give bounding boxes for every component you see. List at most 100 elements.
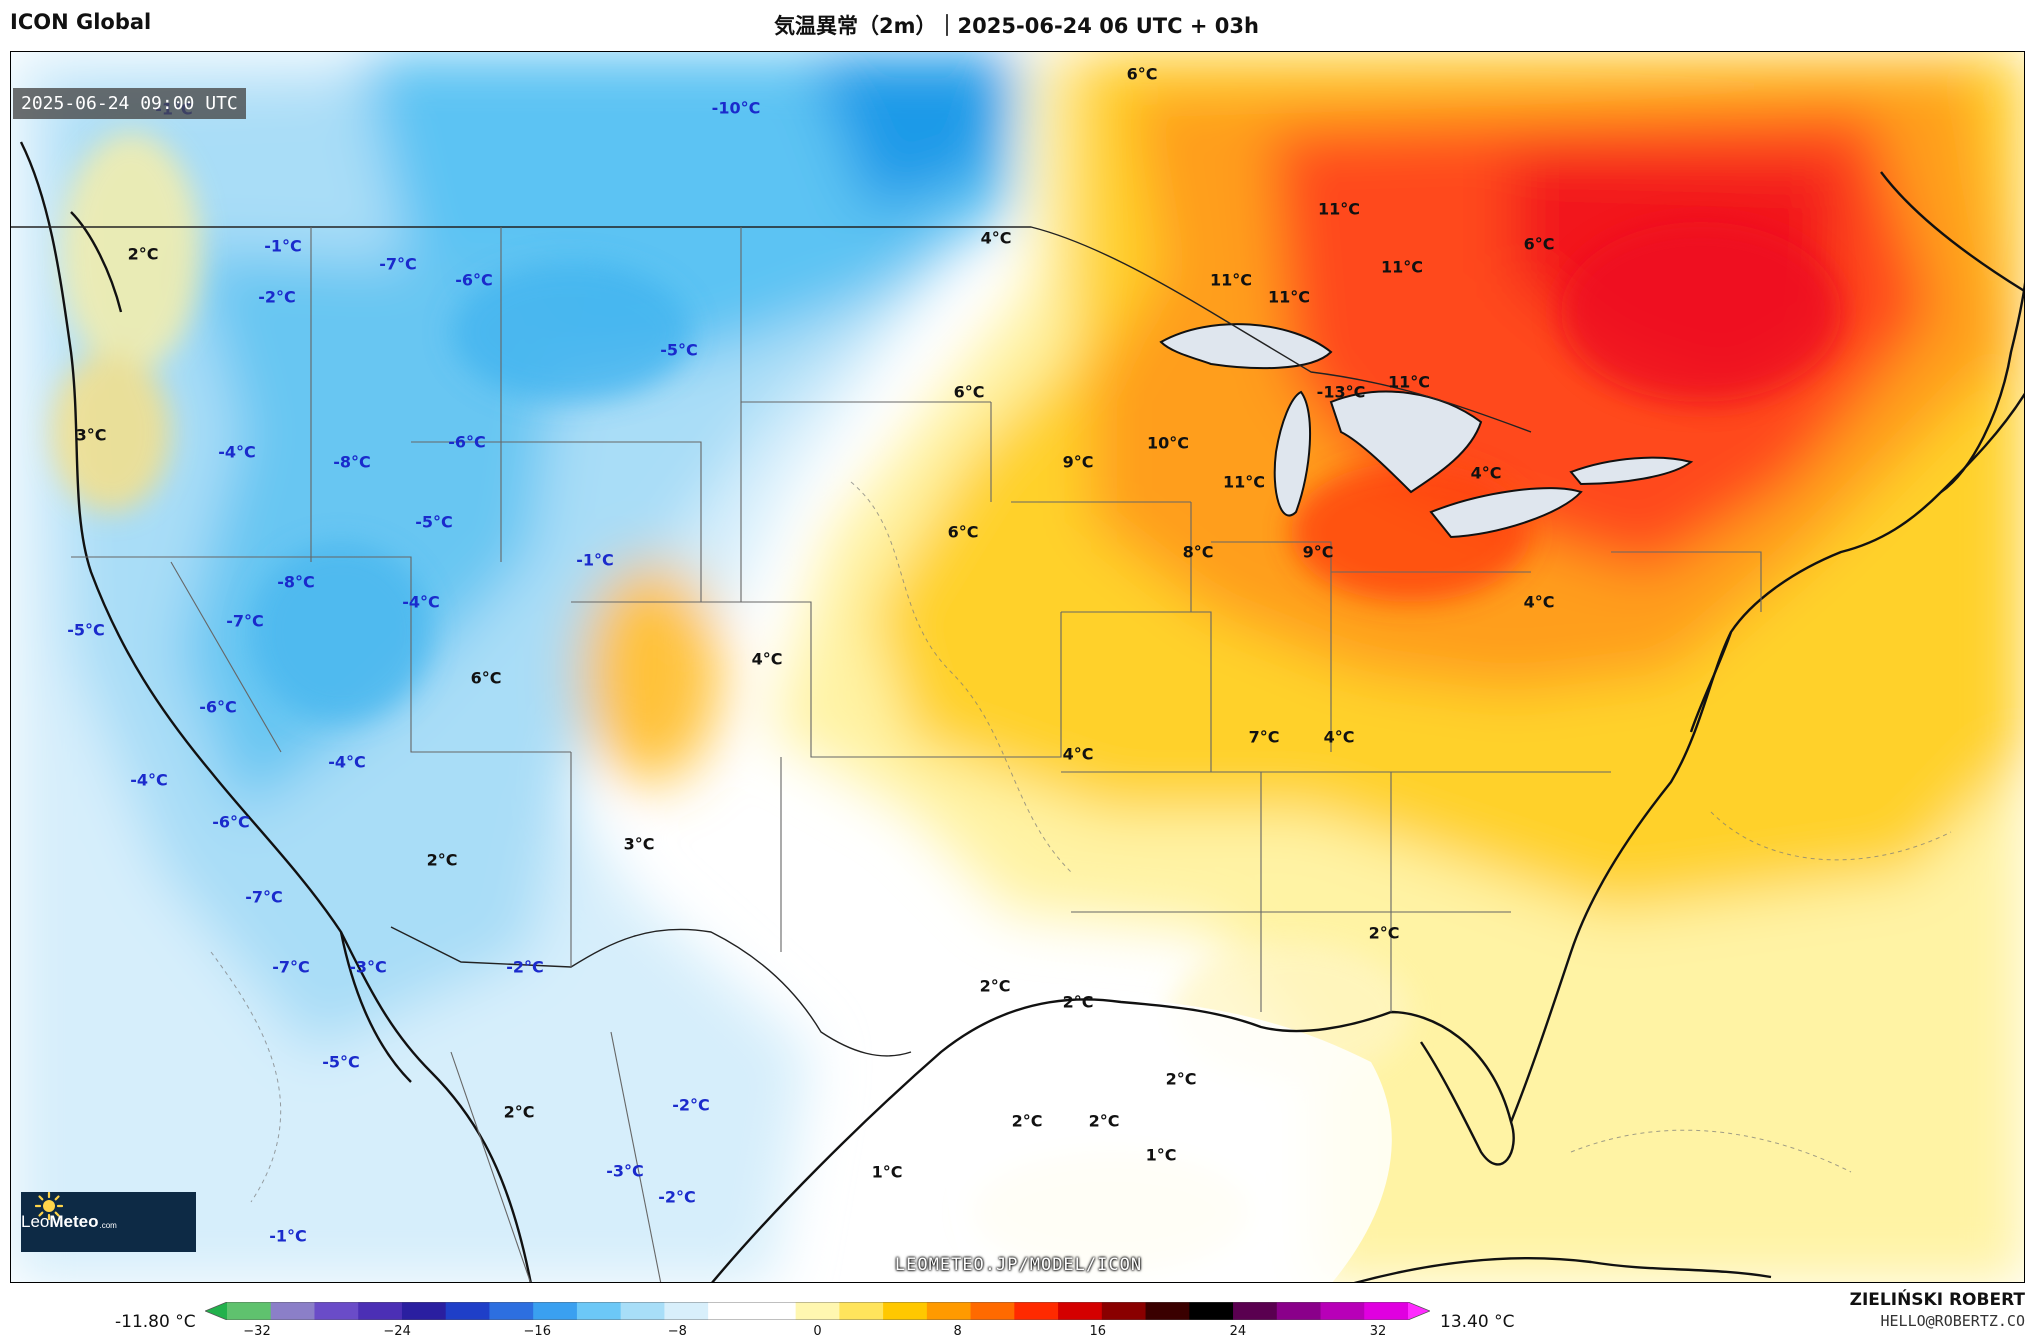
legend-tick-label: −32 — [243, 1324, 271, 1339]
legend-swatch — [926, 1302, 972, 1320]
anomaly-label: 11°C — [1209, 270, 1253, 290]
author-credit: ZIELIŃSKI ROBERT HELLO@ROBERTZ.CO — [1850, 1290, 2025, 1330]
anomaly-label: -3°C — [606, 1161, 644, 1181]
anomaly-label: -5°C — [67, 620, 105, 640]
legend-swatch — [1145, 1302, 1190, 1320]
anomaly-label: 9°C — [1062, 452, 1094, 472]
source-watermark: LEOMETEO.JP/MODEL/ICON — [894, 1255, 1143, 1275]
valid-time-badge: 2025-06-24 09:00 UTC — [13, 88, 246, 119]
legend-swatch — [1014, 1302, 1059, 1320]
legend-swatch — [1233, 1302, 1278, 1320]
anomaly-label: -13°C — [1316, 382, 1366, 402]
anomaly-label: 6°C — [953, 382, 985, 402]
author-name: ZIELIŃSKI ROBERT — [1849, 1290, 2025, 1310]
legend-swatch — [1320, 1302, 1365, 1320]
legend-swatch — [227, 1302, 272, 1320]
anomaly-label: -5°C — [415, 512, 453, 532]
anomaly-label: -5°C — [660, 340, 698, 360]
anomaly-label: 4°C — [980, 228, 1012, 248]
anomaly-label: 6°C — [470, 668, 502, 688]
legend-swatch — [751, 1302, 797, 1320]
legend-tick-label: 16 — [1089, 1324, 1107, 1339]
legend-min-value: -11.80 °C — [115, 1312, 196, 1332]
anomaly-label: -7°C — [379, 254, 417, 274]
anomaly-label: -2°C — [658, 1187, 696, 1207]
legend-tick-label: 24 — [1229, 1324, 1247, 1339]
anomaly-label: -1°C — [269, 1226, 307, 1246]
color-scale-bar — [205, 1302, 1430, 1320]
anomaly-label: -10°C — [711, 98, 761, 118]
legend-swatch — [708, 1302, 753, 1320]
anomaly-label: 6°C — [947, 522, 979, 542]
anomaly-label: -6°C — [448, 432, 486, 452]
legend-swatch — [795, 1302, 840, 1320]
legend-swatch — [358, 1302, 403, 1320]
legend-min-arrow — [205, 1302, 227, 1320]
anomaly-label: -2°C — [506, 957, 544, 977]
anomaly-label: 2°C — [1088, 1111, 1120, 1131]
legend-swatch — [314, 1302, 359, 1320]
legend-swatch — [270, 1302, 316, 1320]
legend-tick-label: −16 — [523, 1324, 551, 1339]
anomaly-label: -3°C — [349, 957, 387, 977]
legend-max-arrow — [1408, 1302, 1430, 1320]
anomaly-label: -2°C — [258, 287, 296, 307]
anomaly-label: -7°C — [245, 887, 283, 907]
state-lines — [71, 227, 1762, 1282]
anomaly-label: 4°C — [1062, 744, 1094, 764]
anomaly-field-detail — [51, 132, 1841, 1272]
anomaly-label: 3°C — [623, 834, 655, 854]
anomaly-label: -4°C — [328, 752, 366, 772]
anomaly-label: 2°C — [1062, 992, 1094, 1012]
anomaly-label: -1°C — [264, 236, 302, 256]
map-canvas — [11, 52, 2024, 1282]
anomaly-label: 7°C — [1248, 727, 1280, 747]
legend-swatch — [489, 1302, 534, 1320]
legend-tick-label: 0 — [813, 1324, 822, 1339]
anomaly-label: 11°C — [1222, 472, 1266, 492]
anomaly-label: 4°C — [751, 649, 783, 669]
legend-swatch — [401, 1302, 447, 1320]
logo-text-meteo: Meteo — [49, 1212, 99, 1231]
anomaly-label: 6°C — [1126, 64, 1158, 84]
legend-swatch — [1101, 1302, 1147, 1320]
legend-tick-label: −24 — [383, 1324, 411, 1339]
legend-swatch — [1189, 1302, 1234, 1320]
legend-swatch — [839, 1302, 884, 1320]
anomaly-label: -8°C — [333, 452, 371, 472]
anomaly-label: 11°C — [1317, 199, 1361, 219]
legend-swatch — [1364, 1302, 1409, 1320]
legend-swatch — [576, 1302, 622, 1320]
anomaly-label: 2°C — [503, 1102, 535, 1122]
chart-title: 気温異常（2m）｜2025-06-24 06 UTC + 03h — [774, 14, 1259, 38]
anomaly-label: 11°C — [1387, 372, 1431, 392]
leometeo-logo[interactable]: Leo Meteo .com — [21, 1192, 196, 1252]
anomaly-map[interactable]: -1°C -10°C 6°C 2°C -1°C -7°C -6°C -2°C 4°C 11°C 11… — [10, 51, 2025, 1283]
anomaly-label: 9°C — [1302, 542, 1334, 562]
anomaly-label: -6°C — [455, 270, 493, 290]
coastlines — [19, 141, 2024, 1282]
anomaly-label: -8°C — [277, 572, 315, 592]
anomaly-label: 1°C — [871, 1162, 903, 1182]
anomaly-label: 2°C — [1368, 923, 1400, 943]
legend-tick-label: 8 — [953, 1324, 962, 1339]
anomaly-label: 1°C — [1145, 1145, 1177, 1165]
legend-swatch — [970, 1302, 1015, 1320]
borders — [11, 226, 1532, 1057]
anomaly-label: 11°C — [1267, 287, 1311, 307]
contour-lines — [210, 481, 1952, 1203]
legend-swatch — [445, 1302, 491, 1320]
anomaly-label: -1°C — [576, 550, 614, 570]
anomaly-label: -4°C — [218, 442, 256, 462]
anomaly-label: -7°C — [226, 611, 264, 631]
anomaly-label: 3°C — [75, 425, 107, 445]
logo-text-leo: Leo — [21, 1212, 50, 1231]
legend-swatch — [620, 1302, 666, 1320]
anomaly-label: -2°C — [672, 1095, 710, 1115]
anomaly-label: 11°C — [1380, 257, 1424, 277]
legend-tick-label: −8 — [667, 1324, 687, 1339]
anomaly-label: -4°C — [402, 592, 440, 612]
author-email: HELLO@ROBERTZ.CO — [1880, 1312, 2026, 1330]
legend-swatch — [1058, 1302, 1103, 1320]
anomaly-label: 8°C — [1182, 542, 1214, 562]
